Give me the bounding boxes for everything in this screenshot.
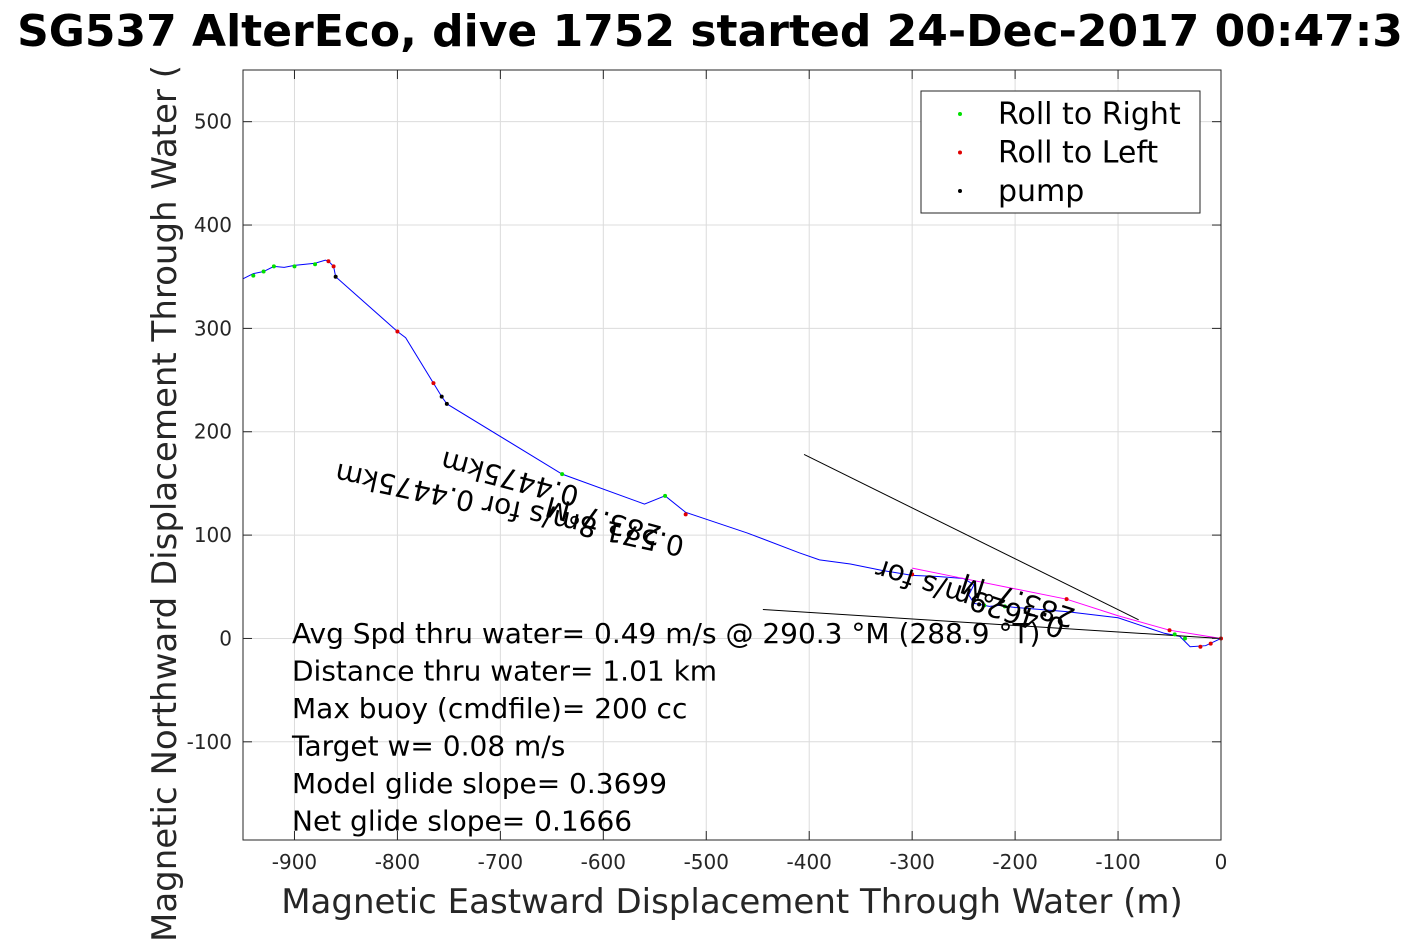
x-tick-label: -900 xyxy=(272,850,317,874)
y-tick-label: 300 xyxy=(194,316,232,340)
legend-label: Roll to Right xyxy=(998,97,1181,132)
marker-pump xyxy=(333,274,338,279)
marker-left xyxy=(683,512,688,517)
marker-pump xyxy=(977,602,982,607)
stats-line: Distance thru water= 1.01 km xyxy=(292,655,717,688)
marker-right xyxy=(261,269,266,274)
legend-marker xyxy=(958,189,962,193)
x-tick-label: -800 xyxy=(375,850,420,874)
stats-block: Avg Spd thru water= 0.49 m/s @ 290.3 °M … xyxy=(291,617,1040,838)
marker-right xyxy=(1182,636,1187,641)
marker-right xyxy=(982,603,987,608)
marker-left xyxy=(1064,597,1069,602)
marker-left xyxy=(326,259,331,264)
marker-left xyxy=(910,572,915,577)
markers xyxy=(251,259,1223,649)
y-tick-label: -100 xyxy=(187,730,232,754)
y-tick-label: 100 xyxy=(194,523,232,547)
marker-right xyxy=(313,262,318,267)
stats-line: Max buoy (cmdfile)= 200 cc xyxy=(292,692,687,725)
stats-line: Avg Spd thru water= 0.49 m/s @ 290.3 °M … xyxy=(292,617,1040,650)
marker-right xyxy=(560,472,565,477)
legend-marker xyxy=(958,150,962,155)
marker-right xyxy=(251,273,256,278)
x-tick-label: -500 xyxy=(684,850,729,874)
legend-label: Roll to Left xyxy=(998,136,1158,171)
legend-label: pump xyxy=(998,174,1084,209)
marker-left xyxy=(331,264,336,269)
y-tick-label: 400 xyxy=(194,213,232,237)
marker-right xyxy=(292,264,297,269)
marker-right xyxy=(1002,604,1007,609)
x-tick-label: -300 xyxy=(889,850,934,874)
segment-line-1 xyxy=(762,609,1222,639)
y-tick-label: 0 xyxy=(219,626,232,650)
marker-left xyxy=(1208,641,1213,646)
marker-right xyxy=(271,264,276,269)
marker-left xyxy=(431,381,436,386)
stats-line: Net glide slope= 0.1666 xyxy=(292,805,632,838)
segment-line-0 xyxy=(803,454,1139,621)
marker-pump xyxy=(439,394,444,399)
series-lines xyxy=(242,259,1222,648)
legend-box xyxy=(920,90,1201,214)
marker-right xyxy=(663,493,668,498)
marker-pump xyxy=(444,401,449,406)
grid xyxy=(243,70,1222,840)
x-tick-label: -100 xyxy=(1095,850,1140,874)
x-tick-label: -200 xyxy=(992,850,1037,874)
x-tick-label: -400 xyxy=(787,850,832,874)
marker-left xyxy=(1167,628,1172,633)
y-axis-label: Magnetic Northward Displacement Through … xyxy=(145,65,185,942)
marker-pump xyxy=(971,597,976,602)
chart-title: SG537 AlterEco, dive 1752 started 24-Dec… xyxy=(17,6,1403,57)
plot-frame xyxy=(242,69,1222,841)
axis-ticks: -900 -800 -700 -600 -500 -400 -300 -200 -100 0 -10… xyxy=(187,70,1228,874)
marker-left xyxy=(395,329,400,334)
x-tick-label: -700 xyxy=(478,850,523,874)
legend-marker xyxy=(958,112,962,116)
x-tick-label: 0 xyxy=(1215,850,1228,874)
x-tick-label: -600 xyxy=(581,850,626,874)
marker-right xyxy=(1172,632,1177,637)
y-tick-label: 500 xyxy=(194,110,232,134)
track-line-0 xyxy=(242,259,1222,648)
marker-left xyxy=(1198,644,1203,649)
y-tick-label: 200 xyxy=(194,420,232,444)
x-axis-label: Magnetic Eastward Displacement Through W… xyxy=(281,882,1183,922)
stats-line: Model glide slope= 0.3699 xyxy=(292,767,667,800)
stats-line: Target w= 0.08 m/s xyxy=(291,730,565,763)
